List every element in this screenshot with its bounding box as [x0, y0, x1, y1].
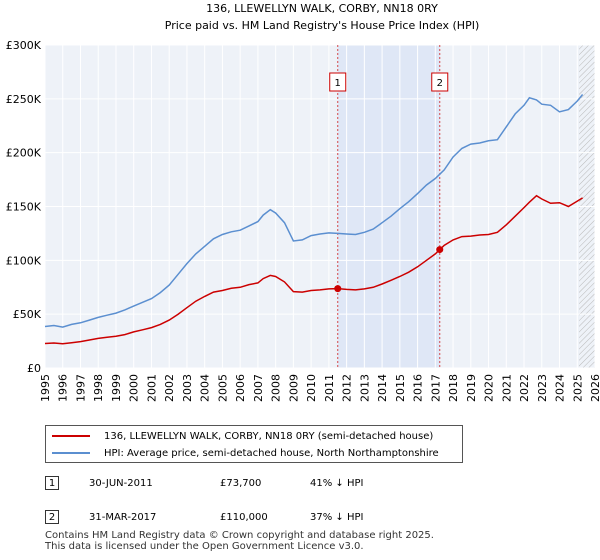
- x-tick-label: 1995: [39, 374, 52, 402]
- footer-line-1: Contains HM Land Registry data © Crown c…: [45, 530, 434, 541]
- x-tick-label: 2004: [199, 374, 212, 402]
- x-tick-label: 2001: [145, 374, 158, 402]
- y-tick-label: £150K: [6, 201, 42, 214]
- x-tick-label: 2006: [234, 374, 247, 402]
- x-tick-label: 2011: [323, 374, 336, 402]
- x-tick-label: 2005: [216, 374, 229, 402]
- x-tick-label: 2026: [589, 374, 600, 402]
- transaction-hpi-diff: 37% ↓ HPI: [310, 511, 364, 523]
- transaction-price: £110,000: [220, 511, 268, 523]
- chart-legend: 136, LLEWELLYN WALK, CORBY, NN18 0RY (se…: [45, 425, 463, 463]
- x-tick-label: 2014: [376, 374, 389, 402]
- y-tick-label: £0: [27, 362, 41, 375]
- x-tick-label: 2009: [287, 374, 300, 402]
- transaction-hpi-diff: 41% ↓ HPI: [310, 477, 364, 489]
- legend-swatch-blue: [52, 452, 90, 454]
- y-tick-label: £50K: [13, 308, 42, 321]
- x-tick-label: 2018: [447, 374, 460, 402]
- x-tick-label: 2015: [394, 374, 407, 402]
- transaction-label: 1: [335, 78, 341, 89]
- x-tick-label: 2020: [483, 374, 496, 402]
- transaction-row: 1 30-JUN-2011 £73,700 41% ↓ HPI: [45, 473, 363, 493]
- transaction-label-box: [329, 72, 347, 92]
- legend-item-hpi: HPI: Average price, semi-detached house,…: [52, 445, 439, 461]
- y-tick-label: £100K: [6, 254, 42, 267]
- x-tick-label: 2025: [571, 374, 584, 402]
- x-tick-label: 2000: [128, 374, 141, 402]
- legend-label-price: 136, LLEWELLYN WALK, CORBY, NN18 0RY (se…: [104, 430, 434, 442]
- transaction-row: 2 31-MAR-2017 £110,000 37% ↓ HPI: [45, 507, 363, 527]
- x-tick-label: 1996: [57, 374, 70, 402]
- legend-swatch-red: [52, 435, 90, 437]
- x-tick-label: 2013: [358, 374, 371, 402]
- y-axis-labels: £0 £50K £100K £150K £200K £250K £300K: [6, 39, 42, 375]
- transaction-date: 30-JUN-2011: [89, 477, 153, 489]
- price-chart: 136, LLEWELLYN WALK, CORBY, NN18 0RY Pri…: [6, 2, 600, 402]
- x-tick-label: 2003: [181, 374, 194, 402]
- chart-subtitle: Price paid vs. HM Land Registry's House …: [165, 19, 480, 32]
- footer-attribution: Contains HM Land Registry data © Crown c…: [45, 530, 434, 552]
- transaction-point: [436, 246, 444, 254]
- x-tick-label: 1998: [92, 374, 105, 402]
- price-paid-series-line: [44, 194, 583, 345]
- x-tick-label: 1997: [74, 374, 87, 402]
- x-tick-label: 2017: [429, 374, 442, 402]
- x-tick-label: 2024: [554, 374, 567, 402]
- x-tick-label: 2002: [163, 374, 176, 402]
- transaction-lines: [337, 45, 441, 368]
- x-axis-labels: 1995 1996 1997 1998 1999 2000 2001 2002 2003 2004…: [39, 374, 600, 402]
- x-tick-label: 2010: [305, 374, 318, 402]
- y-tick-label: £250K: [6, 93, 42, 106]
- transaction-label-box: [431, 72, 449, 92]
- x-tick-label: 2008: [270, 374, 283, 402]
- x-tick-label: 2022: [518, 374, 531, 402]
- x-tick-label: 2012: [341, 374, 354, 402]
- transaction-price: £73,700: [220, 477, 262, 489]
- transaction-date: 31-MAR-2017: [89, 511, 157, 523]
- hpi-series-line: [44, 94, 584, 328]
- y-tick-label: £200K: [6, 147, 42, 160]
- x-tick-label: 2019: [465, 374, 478, 402]
- legend-label-hpi: HPI: Average price, semi-detached house,…: [104, 447, 439, 459]
- x-tick-label: 1999: [110, 374, 123, 402]
- transaction-point: [334, 285, 342, 293]
- transaction-label: 2: [437, 78, 443, 89]
- transaction-number: 2: [45, 510, 59, 524]
- x-tick-label: 2007: [252, 374, 265, 402]
- x-tick-label: 2021: [500, 374, 513, 402]
- x-tick-label: 2023: [536, 374, 549, 402]
- x-tick-label: 2016: [412, 374, 425, 402]
- footer-line-2: This data is licensed under the Open Gov…: [45, 541, 364, 552]
- legend-item-price: 136, LLEWELLYN WALK, CORBY, NN18 0RY (se…: [52, 428, 433, 444]
- transaction-number: 1: [45, 476, 59, 490]
- grid-lines: [44, 44, 596, 369]
- chart-title: 136, LLEWELLYN WALK, CORBY, NN18 0RY: [206, 2, 438, 15]
- y-tick-label: £300K: [6, 39, 42, 52]
